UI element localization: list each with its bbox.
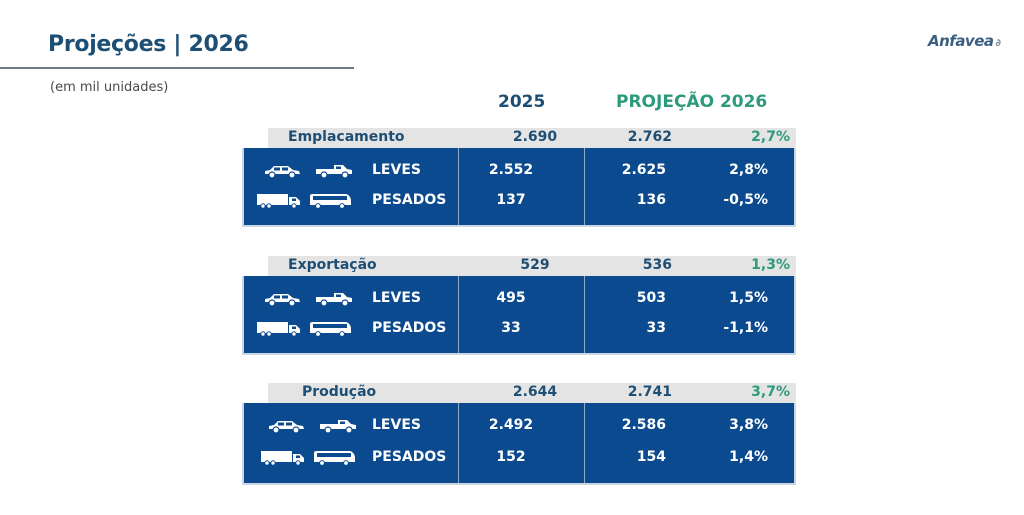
- car-icon: [262, 162, 302, 179]
- column-divider: [458, 276, 459, 353]
- bus-icon: [308, 192, 354, 209]
- total-2026: 536: [642, 257, 672, 273]
- value-2026: 2.586: [621, 417, 666, 433]
- row-label: LEVES: [372, 290, 421, 306]
- section-detail-panel: LEVES 495 503 1,5% PESADOS 33 33 -1,1%: [242, 276, 796, 355]
- column-divider: [584, 276, 585, 353]
- section-summary-bar: Emplacamento 2.690 2.762 2,7%: [268, 128, 796, 148]
- pickup-truck-icon: [318, 417, 358, 434]
- section-emplacamento: Emplacamento 2.690 2.762 2,7% LEVES 2.55…: [242, 128, 796, 227]
- value-2026: 2.625: [621, 162, 666, 178]
- bus-icon: [308, 320, 354, 337]
- section-detail-panel: LEVES 2.552 2.625 2,8% PESADOS 137 136 -…: [242, 148, 796, 227]
- units-note: (em mil unidades): [50, 80, 169, 95]
- column-divider: [458, 148, 459, 225]
- row-label: LEVES: [372, 417, 421, 433]
- row-label: LEVES: [372, 162, 421, 178]
- change-pct: 2,8%: [729, 162, 768, 178]
- logo-text: Anfavea: [928, 32, 994, 50]
- pickup-truck-icon: [314, 162, 354, 179]
- column-header-projection-2026: PROJEÇÃO 2026: [616, 92, 768, 112]
- anfavea-logo: Anfavea ∂: [928, 32, 1001, 50]
- page-title: Projeções | 2026: [48, 32, 249, 57]
- table-row-pesados: PESADOS 152 154 1,4%: [244, 443, 794, 473]
- total-2025: 2.644: [512, 384, 558, 400]
- car-icon: [266, 417, 306, 434]
- value-2026: 33: [646, 320, 666, 336]
- section-detail-panel: LEVES 2.492 2.586 3,8% PESADOS 152 154 1…: [242, 403, 796, 485]
- table-row-pesados: PESADOS 33 33 -1,1%: [244, 314, 794, 344]
- truck-icon: [256, 320, 302, 337]
- logo-mark-icon: ∂: [995, 38, 1001, 49]
- row-label: PESADOS: [372, 192, 447, 208]
- section-summary-bar: Exportação 529 536 1,3%: [268, 256, 796, 276]
- total-2025: 529: [520, 257, 550, 273]
- total-2025: 2.690: [512, 129, 558, 145]
- value-2025: 33: [501, 320, 521, 336]
- value-2026: 154: [636, 449, 666, 465]
- value-2026: 503: [636, 290, 666, 306]
- section-summary-bar: Produção 2.644 2.741 3,7%: [268, 383, 796, 403]
- row-label: PESADOS: [372, 449, 447, 465]
- table-row-pesados: PESADOS 137 136 -0,5%: [244, 186, 794, 216]
- change-pct: 3,8%: [729, 417, 768, 433]
- title-divider: [0, 67, 354, 69]
- section-label: Exportação: [288, 257, 377, 273]
- row-label: PESADOS: [372, 320, 447, 336]
- total-2026: 2.741: [627, 384, 672, 400]
- change-pct: -1,1%: [723, 320, 768, 336]
- total-change-pct: 1,3%: [751, 257, 790, 273]
- total-2026: 2.762: [627, 129, 672, 145]
- truck-icon: [260, 449, 306, 466]
- section-exportacao: Exportação 529 536 1,3% LEVES 495 503 1,…: [242, 256, 796, 355]
- pickup-truck-icon: [314, 290, 354, 307]
- table-row-leves: LEVES 2.552 2.625 2,8%: [244, 156, 794, 186]
- section-label: Produção: [302, 384, 377, 400]
- change-pct: -0,5%: [723, 192, 768, 208]
- table-row-leves: LEVES 2.492 2.586 3,8%: [244, 411, 794, 441]
- section-label: Emplacamento: [288, 129, 405, 145]
- value-2025: 495: [496, 290, 526, 306]
- total-change-pct: 3,7%: [751, 384, 790, 400]
- section-producao: Produção 2.644 2.741 3,7% LEVES 2.492 2.…: [242, 383, 796, 485]
- change-pct: 1,4%: [729, 449, 768, 465]
- value-2026: 136: [636, 192, 666, 208]
- truck-icon: [256, 192, 302, 209]
- value-2025: 137: [496, 192, 526, 208]
- column-divider: [584, 403, 585, 483]
- total-change-pct: 2,7%: [751, 129, 790, 145]
- bus-icon: [312, 449, 358, 466]
- column-header-2025: 2025: [498, 92, 546, 112]
- column-divider: [584, 148, 585, 225]
- value-2025: 2.492: [488, 417, 534, 433]
- table-row-leves: LEVES 495 503 1,5%: [244, 284, 794, 314]
- value-2025: 2.552: [488, 162, 534, 178]
- column-divider: [458, 403, 459, 483]
- value-2025: 152: [496, 449, 526, 465]
- change-pct: 1,5%: [729, 290, 768, 306]
- car-icon: [262, 290, 302, 307]
